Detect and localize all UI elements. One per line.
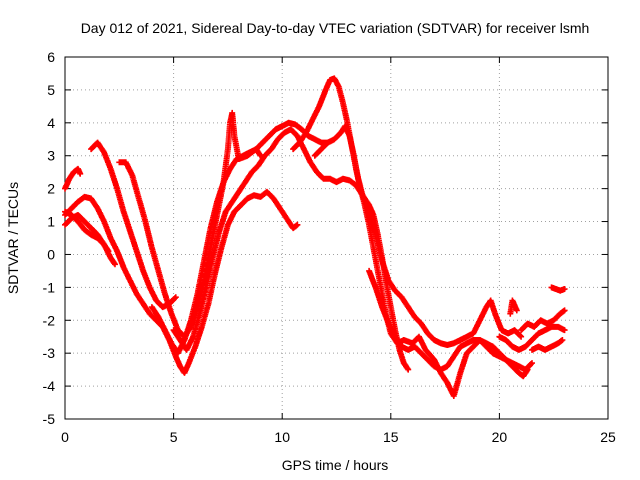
marker-path	[366, 267, 531, 380]
x-tick-label: 5	[170, 429, 178, 445]
y-tick-label: 4	[47, 115, 55, 131]
x-tick-label: 0	[61, 429, 69, 445]
marker-path	[311, 123, 525, 348]
y-tick-label: -2	[43, 312, 56, 328]
marker-path	[496, 323, 568, 353]
marker-path	[62, 165, 84, 192]
x-tick-label: 25	[600, 429, 616, 445]
series-track-14	[529, 337, 566, 353]
series-track-11	[366, 267, 531, 380]
y-tick-label: 1	[47, 214, 55, 230]
chart-title: Day 012 of 2021, Sidereal Day-to-day VTE…	[81, 20, 590, 36]
marker-path	[62, 188, 301, 376]
marker-path	[148, 119, 331, 357]
x-tick-label: 15	[383, 429, 399, 445]
series-track-7	[148, 119, 331, 357]
y-tick-label: -3	[43, 345, 56, 361]
marker-path	[518, 307, 568, 334]
x-tick-label: 20	[492, 429, 508, 445]
series-track-6	[62, 208, 112, 255]
x-tick-label: 10	[274, 429, 290, 445]
series-track-12	[496, 323, 568, 353]
marker-path	[88, 139, 179, 311]
grid	[65, 57, 608, 419]
marker-path	[62, 208, 112, 255]
data-series	[62, 75, 568, 399]
y-tick-label: 0	[47, 246, 55, 262]
y-tick-label: 5	[47, 82, 55, 98]
x-axis: 0 5 10 15 20 25	[61, 57, 616, 445]
series-track-3	[116, 109, 264, 340]
y-tick-label: 3	[47, 148, 55, 164]
y-axis-label: SDTVAR / TECUs	[5, 182, 21, 294]
y-tick-label: -5	[43, 411, 56, 427]
marker-path	[548, 284, 568, 294]
series-track-1	[62, 165, 84, 192]
y-tick-label: -4	[43, 378, 56, 394]
y-axis: -5 -4 -3 -2 -1 0 1 2 3 4 5 6	[43, 49, 608, 427]
y-tick-label: 6	[47, 49, 55, 65]
marker-path	[116, 109, 264, 340]
y-tick-label: 2	[47, 181, 55, 197]
marker-path	[507, 297, 520, 317]
series-track-13	[518, 307, 568, 334]
marker-path	[529, 337, 566, 353]
x-axis-label: GPS time / hours	[282, 457, 389, 473]
series-track-15	[548, 284, 568, 294]
series-track-10	[311, 123, 525, 348]
y-tick-label: -1	[43, 279, 56, 295]
series-track-2	[88, 139, 179, 311]
series-track-16	[507, 297, 520, 317]
plot-frame	[64, 56, 609, 420]
series-track-4	[62, 188, 301, 376]
